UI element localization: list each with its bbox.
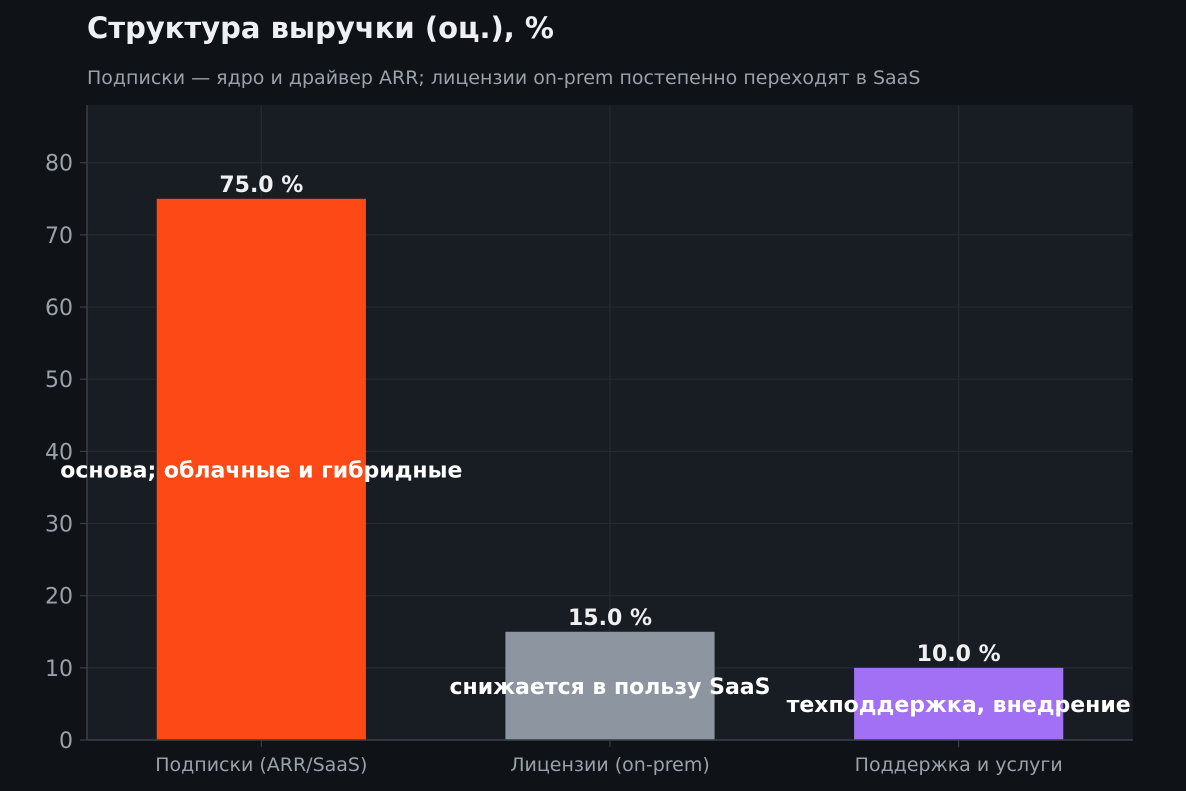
ytick-label: 20 [45,585,73,610]
ytick-label: 60 [45,296,73,321]
axes: 0 10 20 30 40 50 60 70 80 Подписки (ARR/SaaS) Лице… [45,105,1133,776]
bar [156,198,366,740]
chart-subtitle: Подписки — ядро и драйвер ARR; лицензии … [87,67,920,89]
ytick-label: 10 [45,657,73,682]
ytick-label: 50 [45,368,73,393]
ytick-label: 70 [45,224,73,249]
bar-value-label: 75.0 % [219,173,303,198]
ytick-label: 30 [45,513,73,538]
ytick-label: 0 [59,729,73,754]
ytick-label: 80 [45,152,73,177]
bar-annotation: основа; облачные и гибридные [60,458,462,483]
bar [505,631,715,740]
xtick-label: Поддержка и услуги [855,754,1063,776]
bar-value-label: 15.0 % [568,606,652,631]
bar-annotation: снижается в пользу SaaS [450,675,771,700]
ytick-label: 40 [45,440,73,465]
xtick-label: Подписки (ARR/SaaS) [155,754,367,776]
bar-annotation: техподдержка, внедрение [787,693,1131,718]
bars [156,198,1064,740]
xtick-label: Лицензии (on-prem) [510,754,710,776]
bar [854,667,1064,740]
chart-title: Структура выручки (оц.), % [87,11,554,45]
bar-value-label: 10.0 % [917,642,1001,667]
labels: 75.0 % основа; облачные и гибридные 15.0 %… [60,173,1130,718]
